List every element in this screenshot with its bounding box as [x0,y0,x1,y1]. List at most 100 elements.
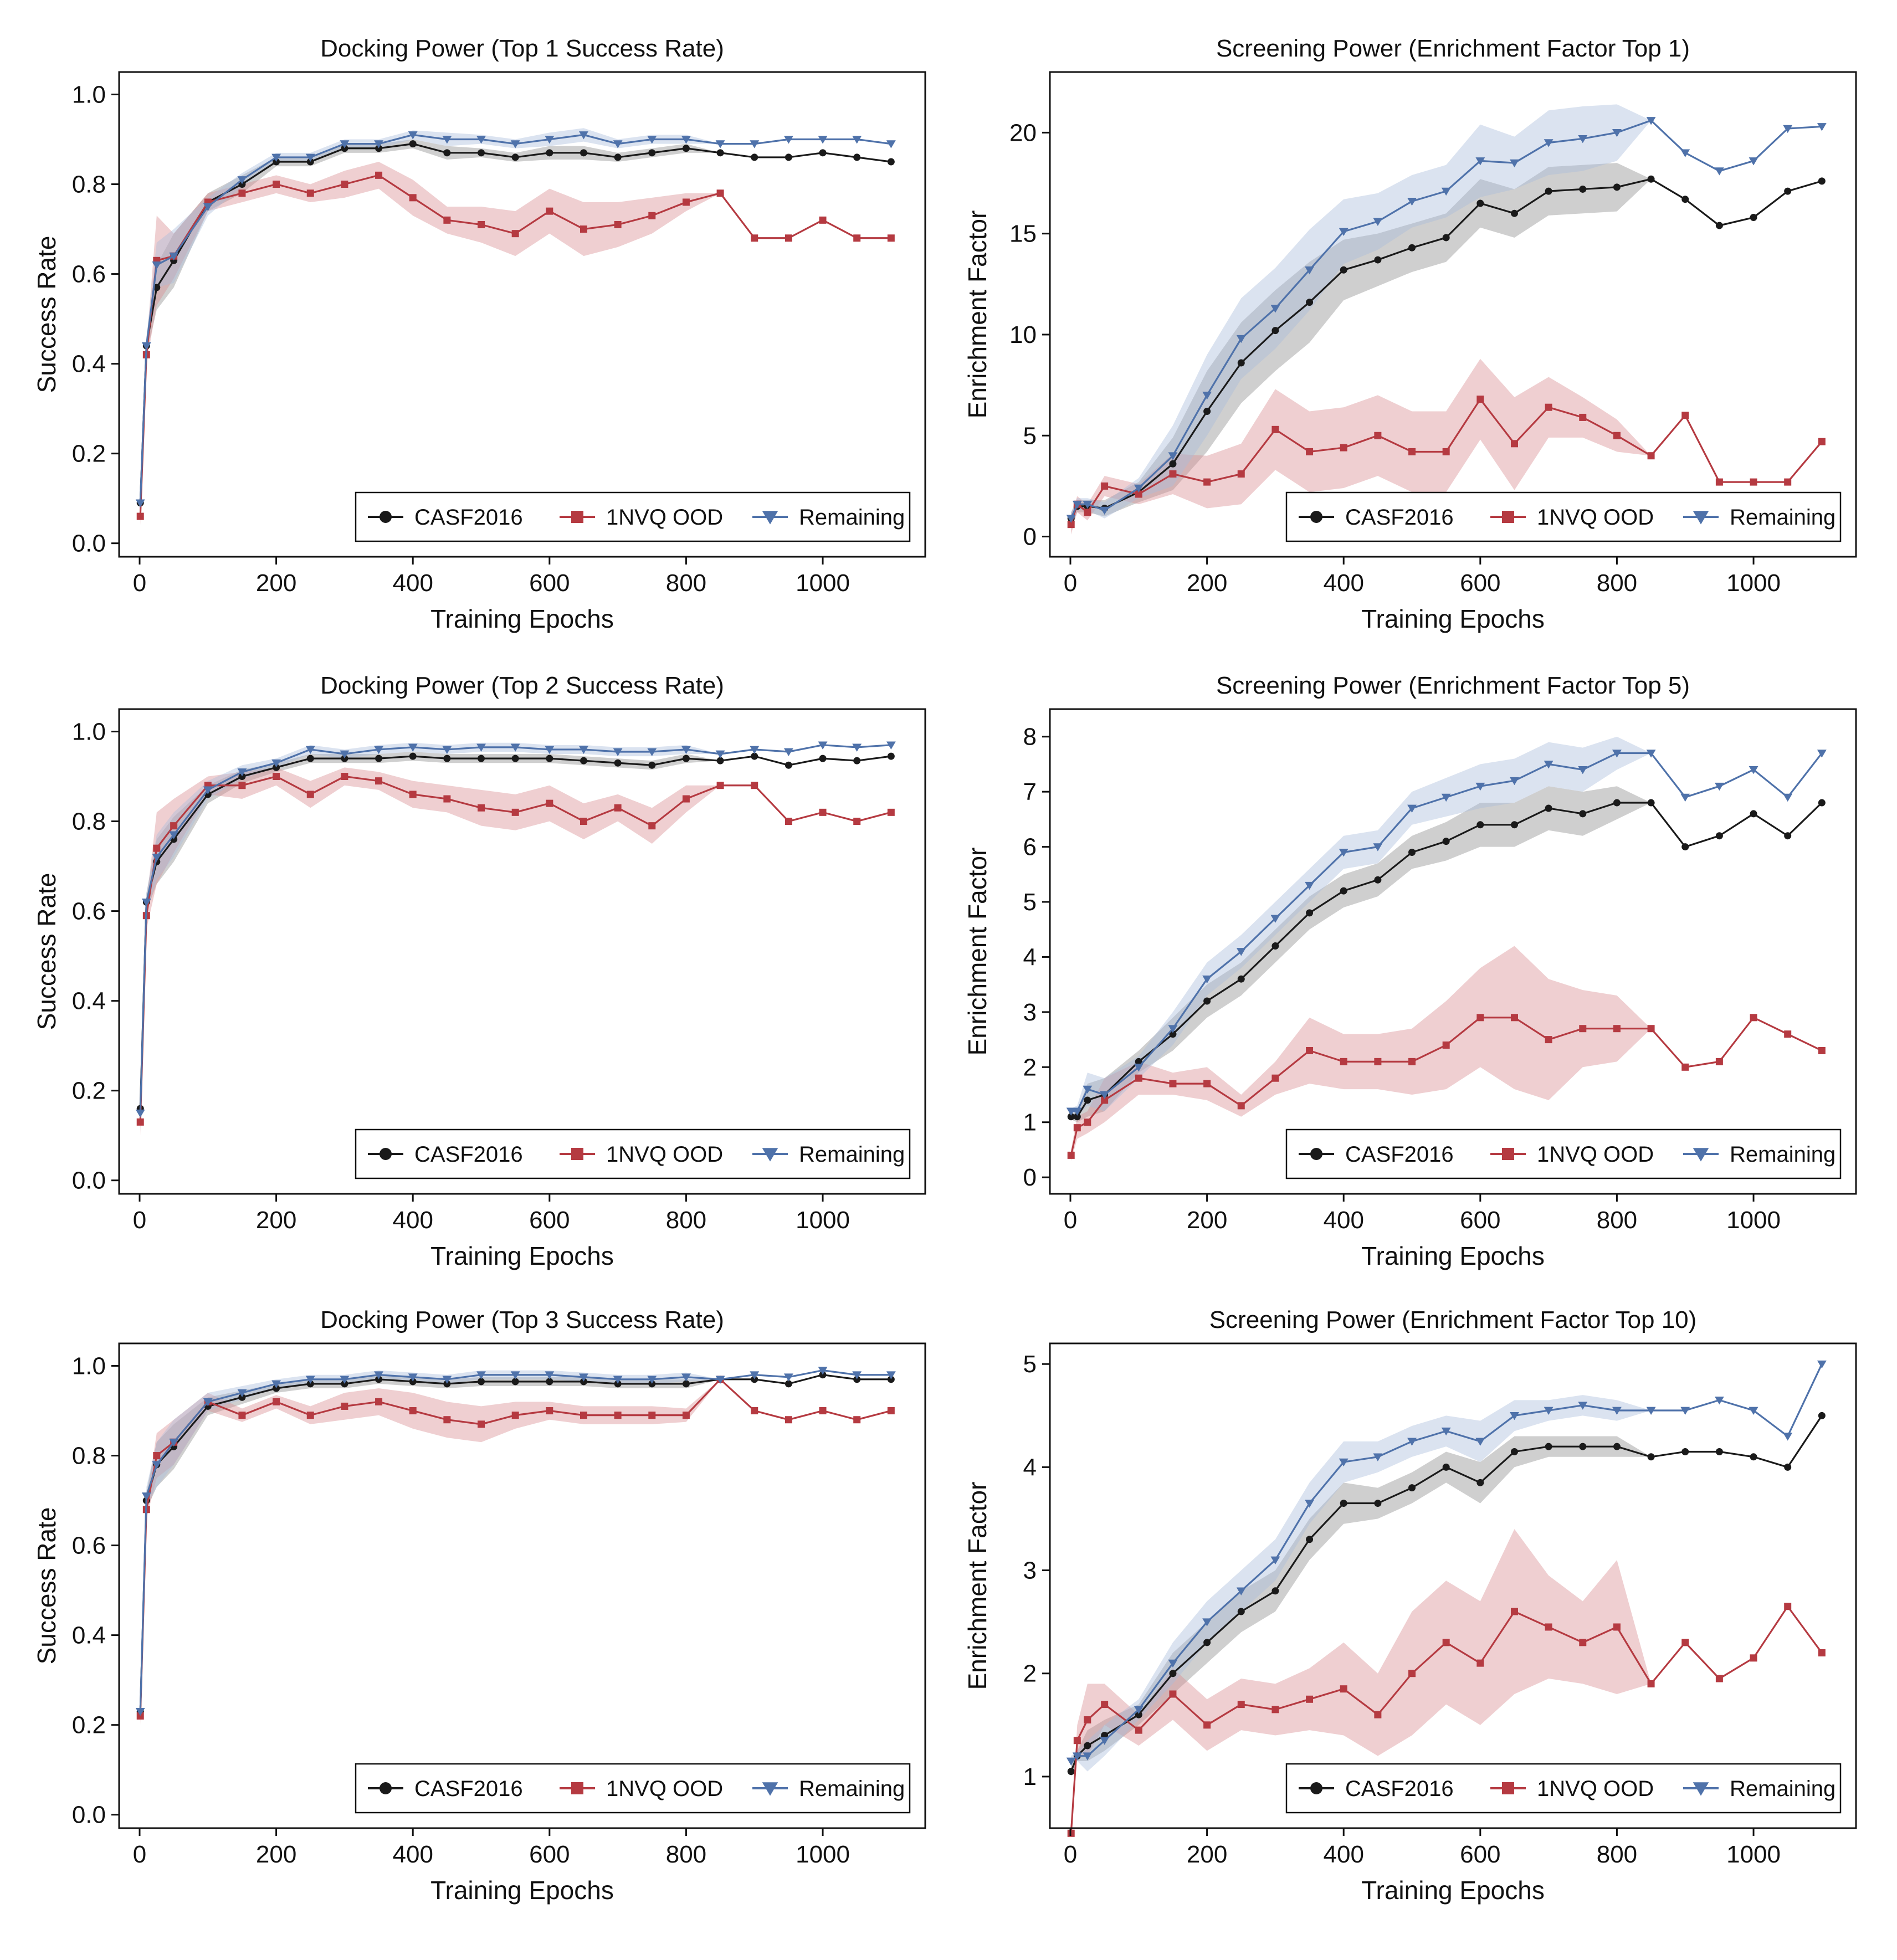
data-point [511,755,519,762]
chart-panel-1: 0 200 400 600 800 1000 0.0 0.2 0.4 0.6 0.8 1.0 Docki… [32,35,926,633]
data-point [853,1416,861,1424]
data-point [1236,1587,1246,1595]
data-point [1510,1412,1519,1420]
data-point [1374,1500,1382,1507]
data-point [1646,750,1656,758]
y-tick-label: 6 [1023,834,1037,861]
data-point [1818,799,1826,807]
data-point [1715,832,1723,840]
data-point [1475,1438,1485,1446]
data-point [1647,452,1655,460]
data-point [1818,438,1826,445]
data-point [1066,1107,1076,1116]
data-point [1100,1091,1110,1100]
data-point [1135,490,1142,498]
data-point [1169,1690,1177,1698]
data-point [341,1402,348,1410]
x-tick-label: 0 [133,1841,146,1868]
data-point [1442,838,1450,845]
data-point [1340,887,1347,895]
chart-title: Docking Power (Top 1 Success Rate) [320,35,724,62]
data-point [716,189,724,197]
data-point [1680,1407,1690,1415]
data-point [1578,135,1588,143]
data-point [819,808,827,816]
data-point [1135,1711,1142,1718]
legend-label: Remaining [799,505,905,530]
data-point [1340,266,1347,274]
data-point [442,1376,452,1384]
data-point [409,791,417,798]
data-point [1072,500,1082,509]
y-tick-label: 0.8 [72,171,106,198]
legend-label: Remaining [1730,1777,1836,1801]
data-point [1340,444,1347,451]
data-point [546,207,553,215]
data-point [1749,1407,1758,1415]
data-point [1544,761,1554,769]
data-point [819,1371,827,1379]
data-point [1374,876,1382,884]
plot-frame [1049,1342,1857,1829]
data-point [1135,1058,1142,1065]
data-point [141,899,151,907]
legend-label: 1NVQ OOD [1537,1142,1654,1167]
data-point [273,763,280,771]
y-tick-label: 4 [1023,943,1037,971]
data-point [1374,1711,1382,1718]
data-point [1373,843,1383,851]
data-point [340,140,350,148]
data-point [1578,1402,1588,1410]
data-point [1784,1463,1792,1471]
y-tick-label: 2 [1023,1054,1037,1081]
data-point [682,755,690,762]
plot-frame [118,71,926,558]
chart-title: Docking Power (Top 3 Success Rate) [320,1306,724,1333]
data-point [1613,1443,1621,1450]
band-1nvq-ood [140,162,721,526]
data-point [682,795,690,803]
data-point [1544,1407,1554,1415]
data-point [715,750,725,759]
x-tick-label: 0 [1064,1841,1077,1868]
data-point [783,1373,793,1382]
data-point [887,808,895,816]
x-axis-label: Training Epochs [430,604,614,633]
data-point [409,194,417,202]
data-point [1168,452,1178,460]
data-point [1202,391,1212,400]
data-point [1306,909,1314,917]
data-point [853,1376,861,1383]
data-point [546,1407,553,1415]
data-point [1681,1063,1689,1071]
data-point [751,234,758,242]
x-tick-label: 800 [1597,1841,1637,1868]
data-point [1476,1479,1484,1486]
data-point [785,234,792,242]
data-point [1510,209,1518,217]
y-tick-label: 0.4 [72,988,106,1015]
x-tick-label: 200 [256,569,296,597]
data-point [580,818,587,825]
data-point [545,136,555,144]
data-point [135,499,145,507]
x-tick-label: 1000 [1726,569,1781,597]
data-point [1510,1014,1518,1022]
data-point [1203,1080,1211,1087]
data-point [1407,197,1417,206]
data-point [273,181,280,188]
data-point [306,1380,314,1388]
x-axis-label: Training Epochs [1361,1876,1545,1905]
data-point [1237,1608,1245,1615]
data-point [1083,1085,1093,1094]
data-point [169,831,179,839]
data-point [1784,478,1792,486]
legend-marker-remaining [762,1148,778,1162]
data-point [1339,849,1349,857]
legend: CASF2016 1NVQ OOD Remaining [355,491,911,542]
legend-marker-1nvq-ood [1502,1148,1514,1160]
data-point [1613,1623,1621,1631]
band-1nvq-ood [140,1379,721,1725]
data-point [152,1461,162,1469]
y-tick-label: 10 [1009,321,1037,348]
